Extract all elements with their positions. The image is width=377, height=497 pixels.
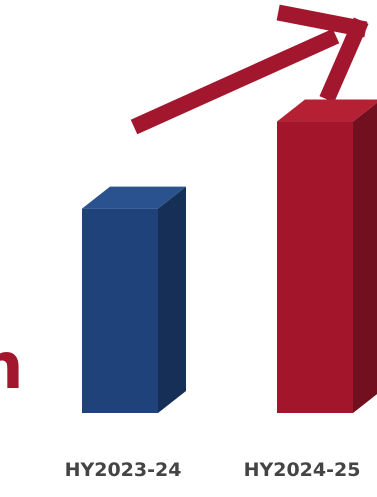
bar-2-front [277, 121, 353, 414]
category-label-2: HY2024-25 [244, 459, 361, 481]
clipped-edge-letter: n [0, 330, 24, 404]
arrow-head-lower [319, 17, 369, 103]
arrow-shaft [130, 28, 340, 135]
bar-1-top [82, 186, 186, 209]
category-labels: HY2023-24 HY2024-25 [65, 459, 361, 481]
bar-1-side [158, 186, 186, 413]
bar-1 [82, 186, 186, 413]
bar-2 [277, 99, 377, 414]
trend-arrow [130, 4, 369, 135]
bar-2-top [277, 99, 377, 122]
category-label-1: HY2023-24 [65, 459, 182, 481]
bar-2-side [353, 102, 377, 413]
bar-1-front [82, 208, 158, 413]
bar-series [82, 99, 377, 414]
arrow-head-upper [276, 4, 368, 38]
